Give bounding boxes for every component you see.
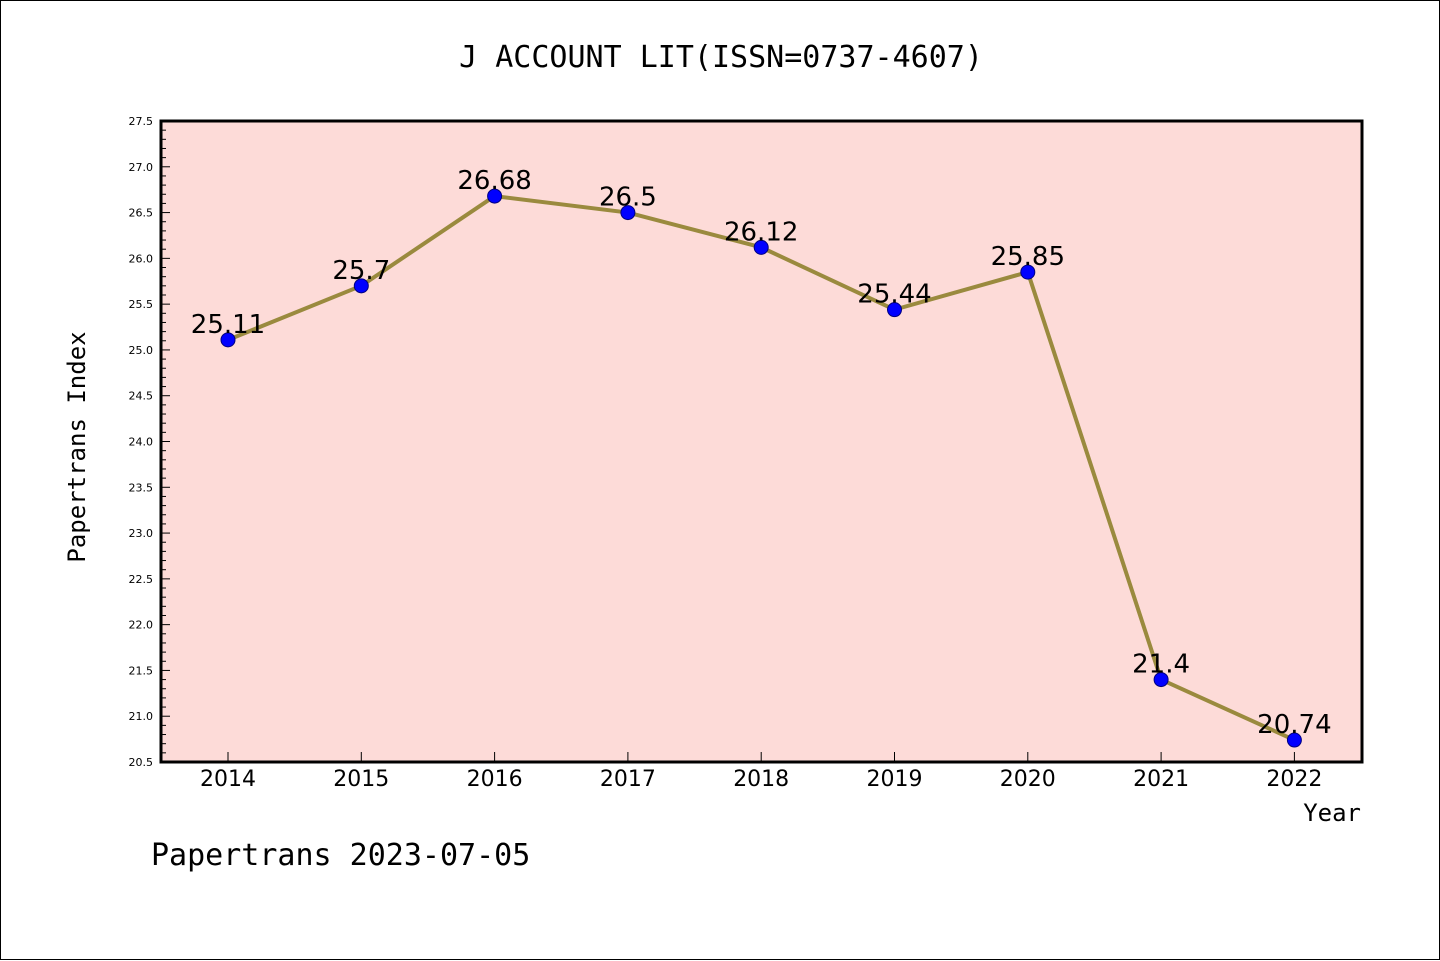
- x-tick-label: 2020: [1000, 767, 1056, 792]
- y-tick-label: 21.5: [129, 664, 154, 677]
- data-point: [887, 302, 902, 318]
- data-point: [487, 188, 503, 204]
- data-label: 25.7: [332, 256, 390, 286]
- plot-border: [159, 119, 1364, 764]
- y-tick-label: 20.5: [129, 756, 154, 769]
- data-point: [753, 239, 769, 255]
- y-tick-label: 21.0: [129, 710, 154, 723]
- y-tick-label: 25.0: [129, 344, 154, 357]
- y-tick-label: 26.0: [129, 252, 154, 265]
- y-tick-label: 24.5: [129, 390, 154, 403]
- y-tick-label: 23.5: [129, 481, 154, 494]
- y-tick-label: 22.0: [129, 619, 154, 632]
- y-tick-label: 26.5: [129, 207, 154, 220]
- data-label: 21.4: [1132, 650, 1190, 680]
- data-label: 25.11: [191, 310, 265, 340]
- x-tick-label: 2016: [467, 767, 523, 792]
- x-tick-label: 2017: [600, 767, 656, 792]
- footer-watermark: Papertrans 2023-07-05: [151, 838, 530, 873]
- y-tick-label: 24.0: [129, 436, 154, 449]
- data-label: 26.12: [724, 217, 798, 247]
- x-tick-label: 2018: [733, 767, 789, 792]
- y-tick-label: 27.0: [129, 161, 154, 174]
- data-point: [353, 278, 369, 294]
- y-tick-label: 27.5: [129, 115, 154, 128]
- data-label: 26.5: [599, 183, 657, 213]
- x-tick-label: 2022: [1266, 767, 1322, 792]
- chart-title: J ACCOUNT LIT(ISSN=0737-4607): [459, 40, 983, 75]
- data-point: [1153, 672, 1169, 688]
- y-tick-label: 25.5: [129, 298, 154, 311]
- data-label: 20.74: [1257, 710, 1331, 740]
- x-tick-label: 2021: [1133, 767, 1189, 792]
- data-label: 25.44: [857, 280, 931, 310]
- x-tick-label: 2015: [333, 767, 389, 792]
- x-axis-label: Year: [1303, 799, 1361, 827]
- data-label: 25.85: [991, 242, 1065, 272]
- y-axis-label: Papertrans Index: [63, 331, 91, 562]
- plot-area: [161, 121, 1362, 762]
- data-point: [220, 332, 236, 348]
- data-point: [1286, 732, 1302, 748]
- y-tick-label: 22.5: [129, 573, 154, 586]
- data-point: [1020, 264, 1036, 280]
- data-label: 26.68: [457, 166, 531, 196]
- x-tick-label: 2019: [867, 767, 923, 792]
- data-point: [620, 205, 636, 221]
- y-tick-label: 23.0: [129, 527, 154, 540]
- x-tick-label: 2014: [200, 767, 256, 792]
